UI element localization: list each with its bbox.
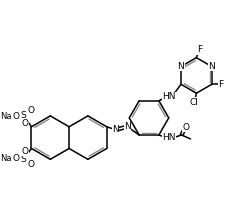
Text: N: N: [112, 125, 118, 134]
Text: O: O: [27, 160, 34, 169]
Text: S: S: [21, 111, 26, 120]
Text: Na: Na: [0, 154, 11, 163]
Text: N: N: [207, 62, 214, 71]
Text: N: N: [177, 62, 184, 71]
Text: S: S: [21, 155, 26, 164]
Text: O: O: [27, 106, 34, 116]
Text: HN: HN: [161, 92, 175, 101]
Text: Na: Na: [0, 112, 11, 121]
Text: O: O: [21, 147, 28, 156]
Text: F: F: [217, 80, 222, 89]
Text: O: O: [181, 122, 188, 132]
Text: O: O: [12, 112, 19, 121]
Text: N: N: [124, 122, 130, 131]
Text: O: O: [21, 119, 28, 128]
Text: F: F: [196, 45, 201, 54]
Text: O: O: [12, 154, 19, 163]
Text: Cl: Cl: [189, 98, 198, 106]
Text: HN: HN: [161, 133, 175, 142]
